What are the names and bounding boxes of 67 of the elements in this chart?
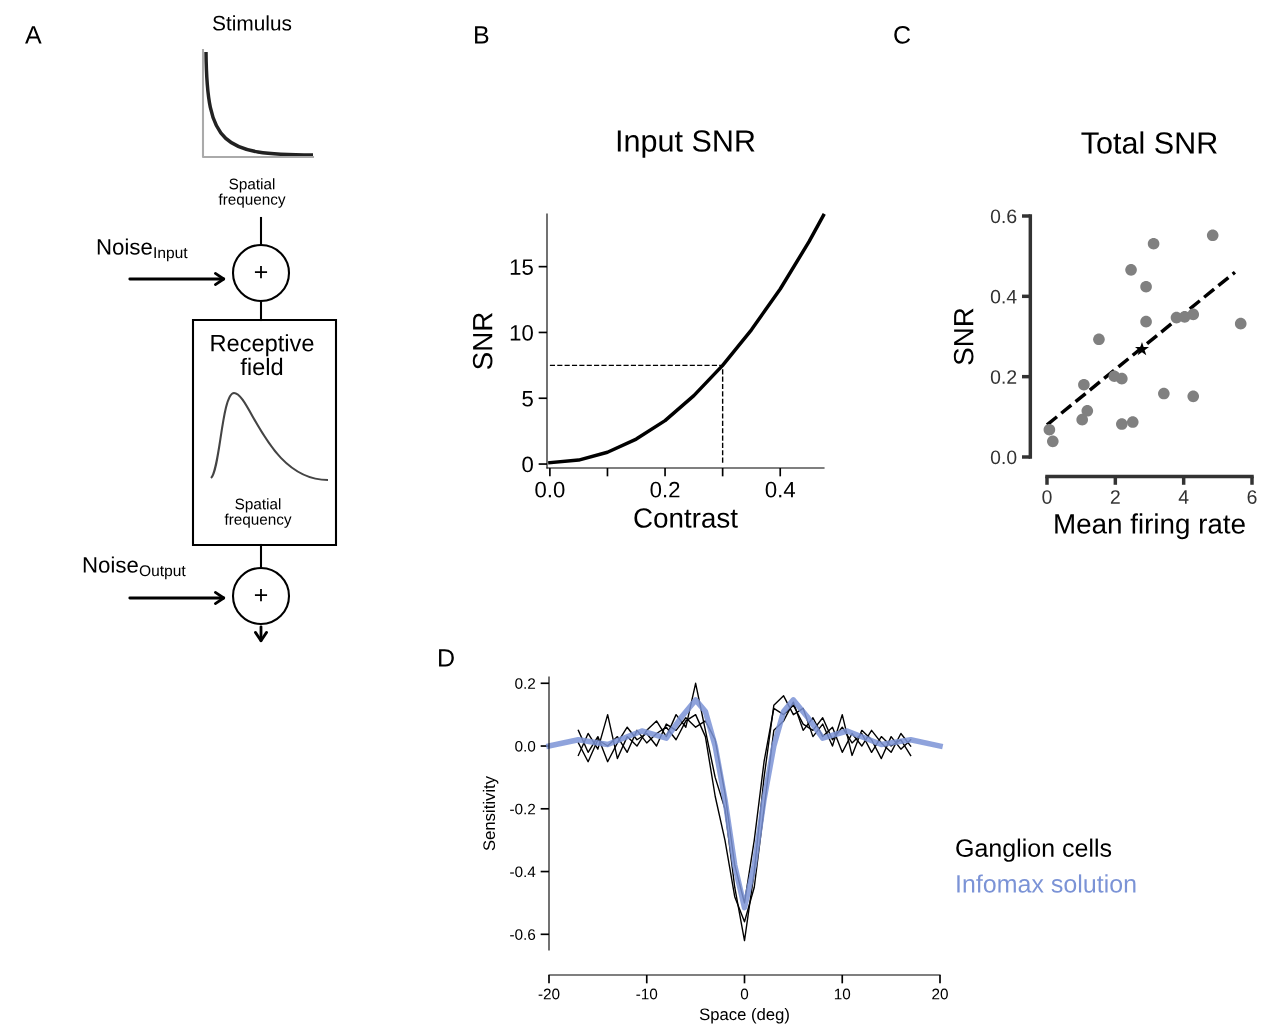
y-axis-title: SNR (953, 308, 974, 365)
point (1047, 435, 1059, 448)
y-tick-label: 0.0 (990, 450, 1017, 465)
point (1126, 416, 1139, 428)
x-tick-label: 20 (932, 988, 948, 1000)
line-series (548, 213, 826, 465)
point (1187, 308, 1200, 321)
point (1078, 378, 1090, 391)
y-tick-label: 0.2 (990, 370, 1017, 384)
text: + (254, 266, 268, 279)
x-tick-label: 10 (834, 988, 851, 1000)
point (1116, 372, 1128, 385)
point (1234, 317, 1247, 330)
point (1043, 423, 1056, 436)
y-axis-title: Sensitivity (482, 776, 499, 851)
text: Spatial frequency (224, 498, 292, 528)
point (1125, 264, 1137, 276)
text: A (25, 26, 42, 44)
text: Receptive field (211, 334, 314, 376)
point (1158, 387, 1170, 400)
text: Infomax solution (957, 874, 1136, 893)
x-tick-label: 0 (1042, 490, 1052, 504)
chart-title: Input SNR (617, 130, 755, 158)
x-tick-label: 2 (1110, 490, 1120, 504)
point (1134, 342, 1149, 356)
text: Noise$_{Input}$ (97, 238, 188, 262)
x-tick-label: 4 (1178, 490, 1189, 504)
point (1140, 315, 1152, 328)
y-tick-label: 0 (522, 456, 533, 473)
text: B (475, 26, 489, 44)
text: + (254, 589, 268, 602)
point (1187, 390, 1200, 403)
text: Noise$_{Output}$ (83, 556, 186, 580)
x-tick-label: 0.2 (650, 481, 680, 498)
y-tick-label: 0.6 (990, 209, 1017, 224)
y-tick-label: -0.6 (510, 929, 536, 940)
chart-title: Total SNR (1081, 131, 1217, 154)
point (1140, 280, 1152, 293)
x-tick-label: 0.0 (535, 481, 565, 498)
point (1093, 333, 1105, 346)
text: C (894, 26, 911, 44)
y-tick-label: 0.2 (515, 678, 536, 689)
point (1206, 229, 1219, 242)
text: Ganglion cells (956, 838, 1112, 862)
point (1147, 237, 1160, 250)
x-tick-label: 0.4 (765, 481, 796, 498)
text: Spatial frequency (218, 178, 286, 208)
x-tick-label: -20 (538, 988, 560, 1000)
y-tick-label: -0.4 (510, 866, 536, 878)
x-tick-label: 6 (1247, 490, 1257, 504)
y-tick-label: -0.2 (510, 803, 536, 815)
y-tick-label: 10 (510, 324, 533, 341)
x-axis-title: Space (deg) (699, 1007, 789, 1024)
x-axis-title: Contrast (634, 508, 738, 528)
x-tick-label: 0 (740, 988, 749, 1000)
y-tick-label: 15 (510, 259, 533, 275)
y-tick-label: 0.4 (990, 289, 1017, 304)
text: Stimulus (213, 15, 292, 31)
point (1081, 405, 1094, 417)
point (1076, 413, 1088, 426)
text: D (439, 649, 454, 667)
y-axis-title: SNR (472, 312, 493, 370)
y-tick-label: 0.0 (515, 740, 536, 752)
x-axis-title: Mean firing rate (1055, 513, 1245, 540)
y-tick-label: 5 (522, 391, 533, 407)
x-tick-label: -10 (636, 988, 658, 1000)
point (1116, 418, 1128, 430)
